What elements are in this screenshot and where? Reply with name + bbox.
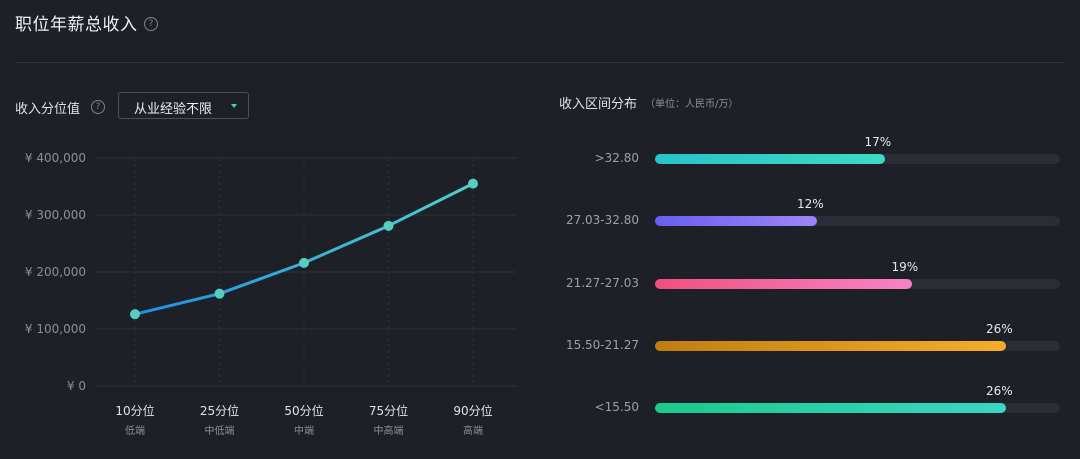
x-tick-sublabel: 高端 [463,424,483,437]
bar-percent-label: 17% [864,135,892,149]
percentile-help-icon[interactable]: ? [91,100,105,114]
bar-track [655,216,1060,227]
bar-percent-label: 12% [797,197,824,212]
y-tick-label: ¥ 300,000 [25,208,86,222]
distribution-label: 收入区间分布 [559,97,638,112]
bar-fill [655,403,1006,414]
x-tick-label: 90分位 [453,403,492,418]
data-point [130,309,140,320]
bar-fill [655,216,817,227]
experience-dropdown[interactable]: 从业经验不限 [118,92,249,119]
data-point [383,220,394,231]
salary-percentile-chart: ¥ 400,000 ¥ 300,000 ¥ 200,000 ¥ 100,000 ¥ 0 1… [25,151,516,437]
caret-down-icon [231,104,237,108]
bar-range-label: >32.80 [594,151,639,165]
divider [15,62,1064,63]
page-title: 职位年薪总收入 [15,15,138,35]
bar-range-label: 15.50-21.27 [565,337,639,352]
bar-percent-label: 19% [891,259,919,274]
bar-fill [655,154,885,164]
percentile-label: 收入分位值 [15,102,81,117]
bar-range-label: <15.50 [594,400,639,415]
data-point [214,288,225,299]
x-tick-label: 50分位 [284,403,323,418]
x-tick-sublabel: 低端 [125,424,145,437]
bar-fill [655,278,912,289]
x-tick-sublabel: 中高端 [374,424,404,437]
distribution-unit: （单位：人民币/万） [645,99,739,110]
x-tick-sublabel: 中端 [294,424,314,437]
data-point [299,257,309,268]
bar-percent-label: 26% [986,384,1013,399]
y-tick-label: ¥ 200,000 [25,265,86,279]
x-tick-sublabel: 中低端 [205,424,235,437]
bar-range-label: 27.03-32.80 [565,213,639,228]
y-tick-label: ¥ 0 [67,379,86,393]
y-tick-label: ¥ 100,000 [25,322,86,336]
help-icon[interactable]: ? [144,17,158,31]
x-tick-label: 10分位 [115,403,154,418]
y-tick-label: ¥ 400,000 [25,151,86,165]
experience-dropdown-value: 从业经验不限 [134,102,213,117]
data-point [468,178,478,189]
bar-percent-label: 26% [986,321,1013,336]
x-tick-label: 25分位 [200,403,239,418]
bar-fill [655,340,1006,351]
bar-range-label: 21.27-27.03 [565,275,639,290]
x-tick-label: 75分位 [369,403,408,418]
